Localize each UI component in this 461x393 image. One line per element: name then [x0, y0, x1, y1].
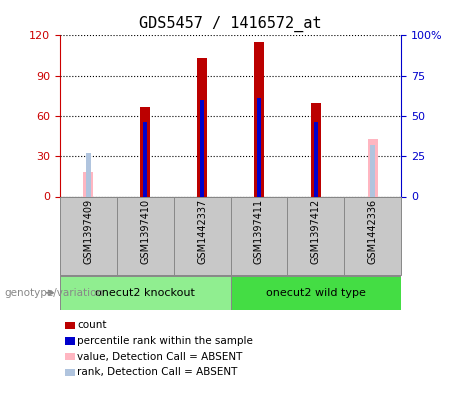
- Bar: [174, 196, 230, 275]
- Bar: [311, 103, 321, 196]
- Bar: [287, 196, 344, 275]
- Text: genotype/variation: genotype/variation: [5, 288, 104, 298]
- Text: GSM1397411: GSM1397411: [254, 199, 264, 264]
- Text: GDS5457 / 1416572_at: GDS5457 / 1416572_at: [139, 16, 322, 32]
- Bar: [60, 196, 117, 275]
- Bar: [254, 42, 264, 196]
- Text: GSM1397410: GSM1397410: [140, 199, 150, 264]
- Bar: [230, 196, 287, 275]
- Text: rank, Detection Call = ABSENT: rank, Detection Call = ABSENT: [77, 367, 238, 377]
- Bar: [197, 58, 207, 196]
- Bar: [83, 172, 94, 196]
- Text: GSM1442337: GSM1442337: [197, 199, 207, 264]
- Bar: [257, 98, 261, 196]
- Bar: [230, 276, 401, 310]
- Bar: [344, 196, 401, 275]
- Bar: [117, 196, 174, 275]
- Bar: [60, 276, 230, 310]
- Bar: [143, 122, 148, 196]
- Text: onecut2 wild type: onecut2 wild type: [266, 288, 366, 298]
- Text: GSM1397412: GSM1397412: [311, 199, 321, 264]
- Bar: [313, 122, 318, 196]
- Text: GSM1442336: GSM1442336: [367, 199, 378, 264]
- Text: percentile rank within the sample: percentile rank within the sample: [77, 336, 254, 346]
- Text: onecut2 knockout: onecut2 knockout: [95, 288, 195, 298]
- Text: GSM1397409: GSM1397409: [83, 199, 94, 264]
- Bar: [367, 139, 378, 196]
- Text: value, Detection Call = ABSENT: value, Detection Call = ABSENT: [77, 351, 243, 362]
- Bar: [86, 153, 91, 196]
- Bar: [200, 100, 204, 196]
- Text: count: count: [77, 320, 107, 331]
- Bar: [140, 107, 150, 196]
- Bar: [370, 145, 375, 196]
